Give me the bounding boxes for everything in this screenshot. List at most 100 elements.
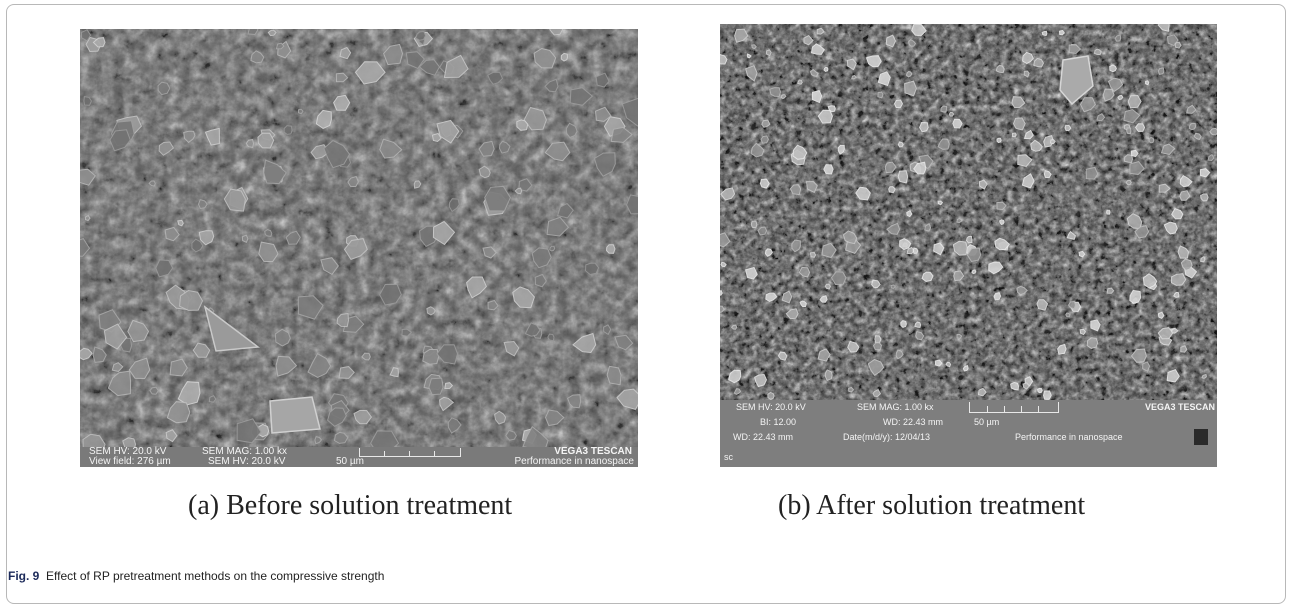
- figure-label: Fig. 9: [8, 569, 40, 583]
- particle: [595, 72, 610, 88]
- slogan-label: Performance in nanospace: [514, 456, 634, 467]
- particle: [315, 109, 332, 129]
- particle: [383, 43, 404, 66]
- particle: [245, 139, 255, 148]
- scale-bar: [359, 448, 461, 457]
- particle: [933, 242, 945, 256]
- particle: [952, 240, 968, 256]
- particle: [759, 178, 770, 189]
- particle: [1145, 80, 1150, 86]
- particle: [204, 127, 220, 146]
- particle: [1012, 117, 1026, 131]
- particle: [192, 342, 211, 358]
- particle: [1134, 123, 1146, 132]
- particle: [247, 29, 259, 36]
- particle: [1163, 221, 1178, 235]
- particle: [148, 180, 156, 187]
- particle: [1130, 348, 1147, 363]
- particle: [872, 342, 883, 351]
- particle: [934, 359, 943, 367]
- particle: [466, 276, 487, 299]
- particle: [1142, 273, 1158, 289]
- slogan-label: Performance in nanospace: [1015, 432, 1123, 442]
- particle: [897, 141, 904, 148]
- particle: [764, 248, 774, 257]
- particle: [911, 24, 927, 37]
- large-triangular-particle: [203, 305, 260, 352]
- particle: [855, 186, 871, 201]
- particle: [389, 367, 399, 378]
- particle: [1106, 287, 1115, 294]
- particle: [80, 168, 96, 186]
- particle: [821, 242, 837, 259]
- particle: [165, 429, 178, 443]
- particle: [494, 410, 507, 425]
- particle: [413, 180, 422, 189]
- particle: [1066, 230, 1076, 241]
- particle: [606, 365, 622, 386]
- particle: [84, 214, 91, 222]
- particle: [1093, 48, 1102, 56]
- particle: [913, 161, 927, 175]
- particle: [1209, 127, 1217, 136]
- particle: [945, 361, 952, 368]
- particle: [993, 292, 1002, 301]
- particle: [603, 324, 612, 336]
- particle: [777, 351, 788, 361]
- particle: [817, 109, 833, 124]
- particle: [264, 229, 273, 237]
- particle: [952, 118, 963, 129]
- particle: [556, 202, 574, 219]
- particle: [847, 340, 860, 353]
- particle: [837, 144, 845, 155]
- particle: [1011, 132, 1017, 138]
- hv-label-2: SEM HV: 20.0 kV: [208, 456, 286, 467]
- particle: [327, 407, 347, 427]
- date-label: Date(m/d/y): 12/04/13: [843, 432, 931, 442]
- particle: [1021, 173, 1035, 189]
- particle: [789, 184, 802, 196]
- particle: [1186, 104, 1197, 114]
- particle: [275, 42, 285, 50]
- particle: [1086, 337, 1099, 349]
- particle: [824, 369, 833, 382]
- particle: [799, 300, 807, 307]
- particle: [208, 395, 217, 403]
- particle: [569, 87, 594, 106]
- particle: [531, 247, 552, 269]
- particle: [908, 38, 917, 47]
- particle: [956, 334, 963, 339]
- particle: [1096, 113, 1106, 122]
- particle: [1123, 108, 1141, 124]
- particle: [966, 247, 982, 263]
- particle: [1179, 190, 1191, 201]
- particle: [164, 226, 180, 242]
- particle: [1157, 311, 1165, 320]
- particle: [436, 119, 460, 144]
- particle: [1129, 289, 1142, 304]
- particle: [751, 44, 757, 50]
- particle: [1078, 250, 1086, 258]
- particle: [593, 152, 616, 177]
- particle: [1022, 382, 1030, 390]
- particle: [1016, 285, 1028, 296]
- particle: [354, 61, 386, 85]
- particle: [103, 323, 128, 350]
- particle: [1157, 67, 1165, 75]
- particle: [1134, 225, 1150, 239]
- particle: [92, 37, 106, 48]
- particle: [1041, 30, 1048, 37]
- particle: [791, 239, 801, 253]
- particle: [610, 126, 633, 143]
- particle: [523, 106, 547, 131]
- particle: [720, 261, 727, 268]
- particle: [198, 230, 215, 246]
- particle: [1090, 319, 1101, 332]
- particle: [166, 401, 191, 424]
- particle: [914, 321, 922, 328]
- particle: [1166, 368, 1180, 383]
- particle: [432, 220, 456, 246]
- particle: [484, 185, 511, 212]
- particle: [197, 199, 208, 210]
- particle: [478, 140, 495, 157]
